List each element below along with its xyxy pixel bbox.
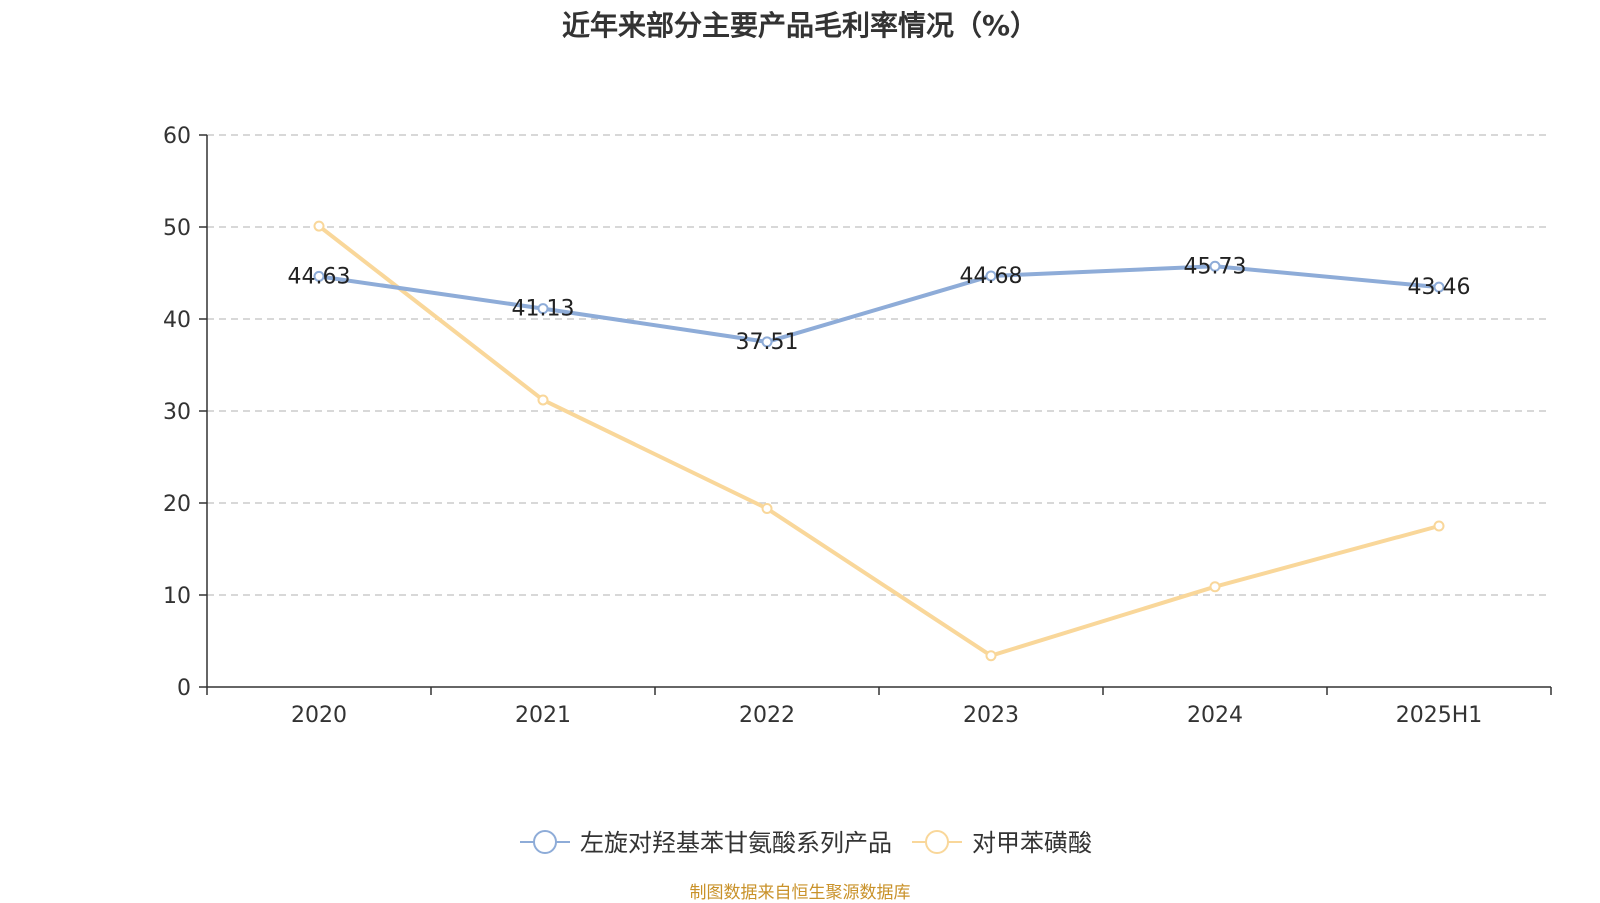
legend-label: 左旋对羟基苯甘氨酸系列产品 [580,829,892,857]
series-line [317,224,1441,658]
data-label: 37.51 [736,330,799,355]
data-point [313,220,325,232]
data-point [313,270,325,282]
data-point [537,394,549,406]
x-tick-label: 2023 [963,703,1019,728]
x-tick-label: 2025H1 [1396,703,1483,728]
data-point [537,303,549,315]
data-point [1209,260,1221,272]
data-label: 44.68 [960,264,1023,289]
data-point [1209,581,1221,593]
legend-label: 对甲苯磺酸 [972,829,1092,857]
y-tick-label: 20 [163,492,191,517]
y-tick-label: 50 [163,216,191,241]
y-tick-label: 60 [163,124,191,149]
legend-marker [925,830,949,854]
x-tick-label: 2024 [1187,703,1243,728]
data-point [1433,281,1445,293]
data-point [1433,520,1445,532]
x-tick-label: 2021 [515,703,571,728]
source-note: 制图数据来自恒生聚源数据库 [689,883,911,903]
data-point [761,336,773,348]
x-tick-label: 2020 [291,703,347,728]
data-point [761,503,773,515]
data-point [985,650,997,662]
data-label: 43.46 [1408,275,1471,300]
x-tick-label: 2022 [739,703,795,728]
data-label: 45.73 [1184,254,1247,279]
y-tick-label: 0 [177,676,191,701]
legend-marker [533,830,557,854]
series-line [317,264,1441,344]
y-tick-label: 10 [163,584,191,609]
y-tick-label: 30 [163,400,191,425]
chart-title: 近年来部分主要产品毛利率情况（%） [561,9,1039,42]
data-point [985,270,997,282]
y-tick-label: 40 [163,308,191,333]
data-label: 41.13 [512,297,575,322]
data-label: 44.63 [288,264,351,289]
